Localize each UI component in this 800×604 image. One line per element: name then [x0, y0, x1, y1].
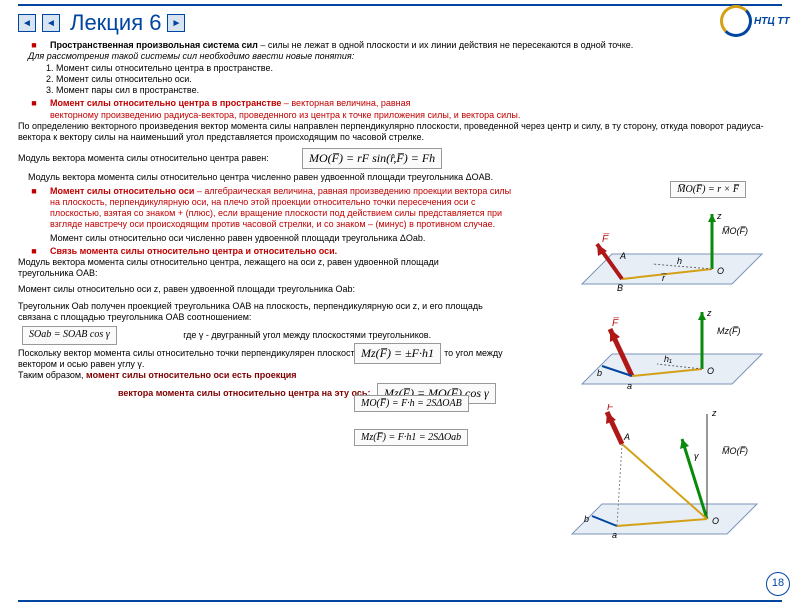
notion-list: Момент силы относительно центра в простр… — [18, 63, 782, 97]
svg-text:h: h — [677, 256, 682, 266]
svg-text:M̅O(F̅): M̅O(F̅) — [722, 446, 748, 456]
list-item: Момент пары сил в пространстве. — [56, 85, 782, 96]
page-title: Лекция 6 — [70, 10, 161, 36]
formula-cross: M̅O(F̅) = r × F̅ — [670, 181, 746, 198]
formula-modulus: MO(F̅) = rF sin(r̂,F̅) = Fh — [302, 148, 442, 169]
bullet-icon: ■ — [18, 40, 50, 51]
page-number: 18 — [766, 572, 790, 596]
triangle-text: Треугольник Oab получен проекцией треуго… — [18, 301, 498, 324]
svg-text:z: z — [716, 211, 722, 221]
title-row: ◄ ◄ Лекция 6 ► — [0, 6, 800, 38]
bullet-icon: ■ — [18, 98, 50, 121]
logo-ring-icon — [720, 5, 752, 37]
link-lead: Связь момента силы относительно центра и… — [50, 246, 337, 256]
final3: вектора момента силы относительно центра… — [118, 387, 370, 397]
nav-next-button[interactable]: ► — [167, 14, 185, 32]
para-moment-center: ■ Момент силы относительно центра в прос… — [18, 98, 782, 121]
system-lead: Пространственная произвольная система си… — [50, 40, 258, 50]
svg-text:z: z — [711, 408, 717, 418]
diagram-moment-axis: a b O F̅ h₁ z Mz(F̅) — [562, 304, 782, 404]
final-para1: Поскольку вектор момента силы относитель… — [18, 348, 518, 371]
logo-text: НТЦ ТТ — [754, 16, 790, 27]
brand-logo: НТЦ ТТ — [720, 6, 790, 36]
intro-italic: Для рассмотрения такой системы сил необх… — [18, 51, 782, 62]
svg-text:a: a — [627, 381, 632, 391]
formula-cos: SOab = SOAB cos γ — [22, 326, 117, 345]
final2a: Таким образом, — [18, 370, 86, 380]
svg-text:A: A — [619, 251, 626, 261]
formula-link1: MO(F̅) = F·h = 2SΔOAB — [354, 395, 469, 412]
diagram-moment-link: A O a b F̅ z M̅O(F̅) γ — [552, 404, 782, 554]
gamma-note: где γ - двугранный угол между плоскостям… — [183, 330, 431, 340]
svg-text:O: O — [712, 516, 719, 526]
final2b: момент силы относительно оси есть проекц… — [86, 370, 297, 380]
svg-text:M̅O(F̅): M̅O(F̅) — [722, 226, 748, 236]
diagram-moment-center: A B O F̅ r̅ h z M̅O(F̅) — [562, 209, 782, 304]
vector-product-def: По определению векторного произведения в… — [18, 121, 782, 144]
moment-center-rest: – векторная величина, равная — [281, 98, 410, 108]
svg-text:b: b — [584, 514, 589, 524]
link-body2-text: Момент силы относительно оси z, равен уд… — [18, 284, 355, 294]
axis-lead: Момент силы относительно оси — [50, 186, 194, 196]
bottom-divider — [18, 600, 782, 602]
svg-text:a: a — [612, 530, 617, 540]
system-rest: – силы не лежат в одной плоскости и их л… — [258, 40, 633, 50]
axis-rest: – алгебраическая величина, равная — [194, 186, 347, 196]
svg-text:A: A — [623, 432, 630, 442]
svg-text:O: O — [717, 266, 724, 276]
svg-text:γ: γ — [694, 451, 699, 461]
bullet-icon: ■ — [18, 246, 50, 257]
svg-text:F̅: F̅ — [612, 317, 619, 329]
list-item: Момент силы относительно центра в простр… — [56, 63, 782, 74]
formula-link2: Mz(F̅) = F·h1 = 2SΔOab — [354, 429, 468, 446]
bullet-icon: ■ — [18, 186, 50, 231]
para-system: ■ Пространственная произвольная система … — [18, 40, 782, 51]
svg-text:z: z — [706, 308, 712, 318]
nav-first-button[interactable]: ◄ — [18, 14, 36, 32]
modulus-numeric: Модуль вектора момента силы относительно… — [18, 172, 528, 183]
para-moment-axis: ■ Момент силы относительно оси – алгебра… — [18, 186, 518, 231]
link-body2: Момент силы относительно оси z, равен уд… — [18, 284, 478, 295]
svg-text:F̅: F̅ — [602, 233, 609, 245]
svg-text:Mz(F̅): Mz(F̅) — [717, 326, 741, 336]
axis-numeric: Момент силы относительно оси численно ра… — [50, 233, 425, 243]
para-link: ■ Связь момента силы относительно центра… — [18, 246, 518, 257]
svg-text:O: O — [707, 366, 714, 376]
modulus-label: Модуль вектора момента силы относительно… — [18, 153, 298, 164]
list-item: Момент силы относительно оси. — [56, 74, 782, 85]
svg-text:h₁: h₁ — [664, 354, 672, 364]
page-number-text: 18 — [772, 579, 784, 589]
nav-prev-button[interactable]: ◄ — [42, 14, 60, 32]
modulus-numeric-text: Модуль вектора момента силы относительно… — [28, 172, 493, 182]
link-body1: Модуль вектора момента силы относительно… — [18, 257, 478, 280]
moment-center-lead: Момент силы относительно центра в простр… — [50, 98, 281, 108]
formula-axis: Mz(F̅) = ±F·h1 — [354, 343, 441, 364]
svg-text:B: B — [617, 283, 623, 293]
svg-text:F̅: F̅ — [607, 404, 614, 413]
moment-center-line2: векторному произведению радиуса-вектора,… — [50, 110, 520, 120]
svg-text:b: b — [597, 368, 602, 378]
